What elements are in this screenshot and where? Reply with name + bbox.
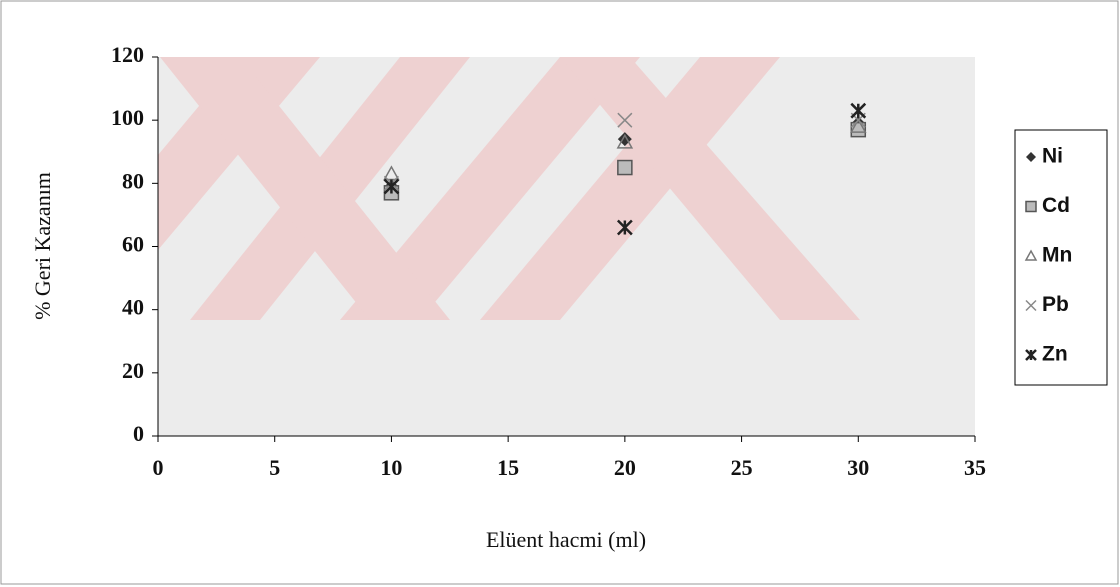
x-tick-label: 35	[964, 455, 986, 480]
x-tick-label: 25	[731, 455, 753, 480]
x-tick-label: 30	[847, 455, 869, 480]
watermark	[158, 57, 860, 320]
y-tick-label: 20	[122, 358, 144, 383]
y-tick-label: 60	[122, 232, 144, 257]
y-tick-label: 0	[133, 421, 144, 446]
y-tick-label: 40	[122, 295, 144, 320]
legend-label: Zn	[1042, 343, 1068, 366]
x-tick-label: 5	[269, 455, 280, 480]
legend-marker	[1025, 200, 1037, 213]
y-tick-label: 80	[122, 168, 144, 193]
data-point	[383, 178, 400, 195]
plot-area	[158, 57, 975, 436]
legend-marker	[1026, 152, 1036, 162]
legend-marker	[1024, 249, 1038, 261]
legend-label: Cd	[1042, 194, 1070, 217]
data-point	[850, 102, 867, 119]
legend-label: Pb	[1042, 293, 1069, 316]
y-axis-title: % Geri Kazanım	[30, 172, 55, 320]
legend-box	[1014, 129, 1108, 386]
x-axis-title: Elüent hacmi (ml)	[486, 527, 646, 552]
x-tick-label: 0	[153, 455, 164, 480]
legend-label: Ni	[1042, 145, 1063, 168]
data-point	[617, 159, 633, 176]
data-point	[616, 219, 633, 236]
legend-label: Mn	[1042, 244, 1072, 267]
legend-marker	[1025, 299, 1037, 312]
x-tick-label: 20	[614, 455, 636, 480]
data-point	[617, 112, 633, 128]
data-point	[850, 117, 867, 133]
data-point	[616, 133, 634, 149]
x-tick-label: 10	[380, 455, 402, 480]
legend-marker	[1025, 349, 1037, 361]
x-tick-label: 15	[497, 455, 519, 480]
data-point	[383, 165, 400, 181]
y-tick-label: 100	[111, 105, 144, 130]
y-tick-label: 120	[111, 42, 144, 67]
